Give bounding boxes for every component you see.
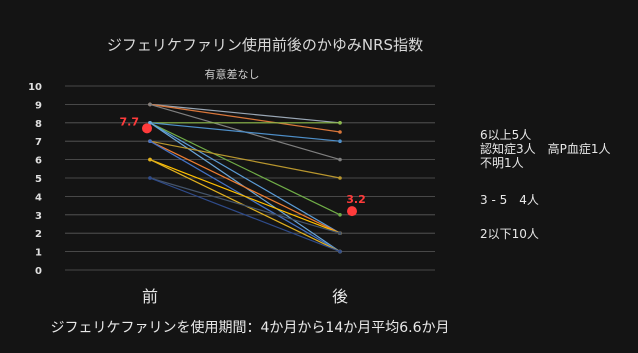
series-point xyxy=(148,121,152,125)
series-line xyxy=(149,177,341,234)
series-line xyxy=(149,103,341,124)
series-point xyxy=(148,139,152,143)
y-tick-label: 0 xyxy=(35,266,42,277)
series-line xyxy=(149,122,341,142)
series-point xyxy=(338,121,342,125)
series-line xyxy=(149,140,341,179)
note-group-high: 6以上5人 認知症3人 高P血症1人 不明1人 xyxy=(480,128,611,170)
series-point xyxy=(338,231,342,235)
mean-point xyxy=(142,123,152,134)
y-tick-label: 9 xyxy=(35,100,42,111)
note-high-count: 6以上5人 xyxy=(480,128,532,142)
y-tick-label: 3 xyxy=(35,211,42,222)
note-group-mid: 3 - 5 4人 xyxy=(480,193,539,207)
series-line xyxy=(149,122,341,234)
mean-label: 3.2 xyxy=(346,193,366,206)
x-tick-label: 前 xyxy=(142,287,158,306)
y-tick-label: 8 xyxy=(35,119,42,130)
series-point xyxy=(148,176,152,180)
series-lines xyxy=(148,102,342,254)
series-point xyxy=(338,249,342,254)
y-axis-ticks: 0 1 2 3 4 5 6 7 8 9 10 xyxy=(28,82,42,277)
y-tick-label: 2 xyxy=(35,229,42,240)
chart-title: ジフェリケファリン使用前後のかゆみNRS指数 xyxy=(107,36,423,54)
mean-label: 7.7 xyxy=(120,115,140,128)
series-point xyxy=(338,139,342,143)
series-line xyxy=(149,177,341,253)
footer-note: ジフェリケファリンを使用期間：4か月から14か月平均6.6か月 xyxy=(51,319,450,336)
series-line xyxy=(149,103,341,133)
series-line xyxy=(149,140,341,234)
note-high-detail: 認知症3人 高P血症1人 xyxy=(480,142,611,156)
series-point xyxy=(338,176,342,180)
y-tick-label: 4 xyxy=(35,192,42,203)
series-point xyxy=(148,102,152,107)
series-line xyxy=(149,122,341,216)
series-point xyxy=(338,213,342,217)
series-point xyxy=(338,157,342,162)
note-high-unknown: 不明1人 xyxy=(480,156,524,170)
series-point xyxy=(338,130,342,134)
mean-markers: 7.7 3.2 xyxy=(120,115,366,217)
note-group-low: 2以下10人 xyxy=(480,227,539,241)
mean-point xyxy=(347,206,357,217)
y-tick-label: 6 xyxy=(35,156,42,167)
x-tick-label: 後 xyxy=(332,287,348,306)
y-tick-label: 7 xyxy=(35,137,42,148)
series-line xyxy=(149,159,341,234)
chart-subtitle: 有意差なし xyxy=(205,67,260,81)
x-axis-ticks: 前後 xyxy=(142,287,348,306)
y-tick-label: 5 xyxy=(35,174,42,185)
series-point xyxy=(148,157,152,162)
y-tick-label: 10 xyxy=(28,82,42,93)
y-tick-label: 1 xyxy=(35,248,42,259)
